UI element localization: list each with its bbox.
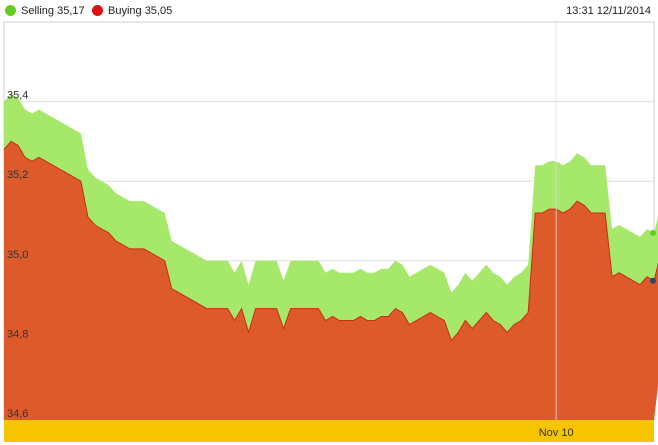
timestamp: 13:31 12/11/2014 xyxy=(566,5,651,17)
x-axis-band xyxy=(4,420,654,442)
legend-item-buying[interactable]: Buying 35,05 xyxy=(92,4,172,18)
buying-end-marker xyxy=(650,277,656,284)
y-tick-label: 34,8 xyxy=(7,328,28,340)
selling-end-marker xyxy=(650,229,656,236)
x-tick-label: Nov 10 xyxy=(539,427,574,439)
buying-area xyxy=(4,141,658,420)
y-axis-ticks: 34,6 34,8 35,0 35,2 35,4 xyxy=(7,90,28,420)
legend-item-selling[interactable]: Selling 35,17 xyxy=(5,4,85,18)
buying-line xyxy=(3,140,658,342)
y-tick-label: 35,2 xyxy=(7,169,28,181)
chart-header: Selling 35,17 Buying 35,05 13:31 12/11/2… xyxy=(0,0,658,22)
y-tick-label: 34,6 xyxy=(7,408,28,420)
legend-label-buying: Buying 35,05 xyxy=(108,5,173,17)
x-axis-ticks: Nov 10 xyxy=(539,427,574,439)
buying-dot-icon xyxy=(92,5,103,16)
y-tick-label: 35,4 xyxy=(7,90,28,102)
selling-dot-icon xyxy=(5,5,16,16)
y-tick-label: 35,0 xyxy=(7,249,28,261)
legend-label-selling: Selling 35,17 xyxy=(21,5,85,17)
